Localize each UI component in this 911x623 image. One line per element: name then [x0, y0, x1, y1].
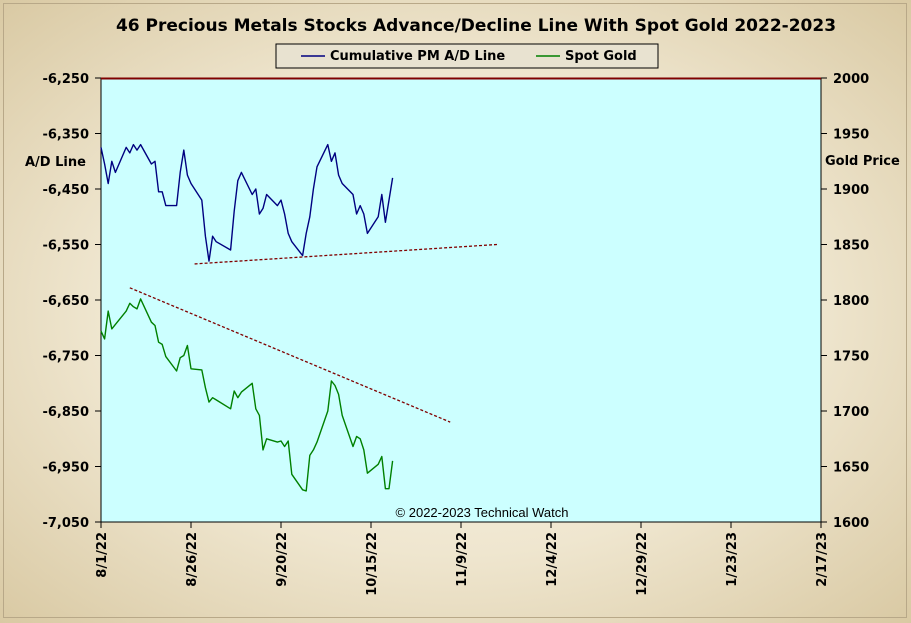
trendlines: [129, 243, 498, 423]
y-tick-label-left: -6,650: [42, 294, 89, 309]
series-ad-line: [100, 143, 394, 262]
outer-border: [3, 3, 907, 618]
legend-box: [275, 43, 659, 69]
legend-label-gold: Spot Gold: [565, 49, 637, 64]
x-tick-label: 9/20/22: [275, 532, 290, 587]
legend: Cumulative PM A/D Line Spot Gold: [275, 43, 659, 69]
y-tick-label-left: -6,750: [42, 350, 89, 365]
copyright-annotation: © 2022-2023 Technical Watch: [396, 505, 569, 520]
y-tick-label-right: 1950: [833, 128, 869, 143]
y-tick-label-right: 2000: [833, 72, 869, 87]
chart-title: 46 Precious Metals Stocks Advance/Declin…: [116, 16, 836, 36]
x-ticks: 8/1/22 8/26/22 9/20/22 10/15/22 11/9/22 12/4/…: [95, 522, 830, 596]
trendline-right: [129, 287, 451, 423]
plot-area: [100, 77, 822, 523]
y-tick-label-left: -6,350: [42, 128, 89, 143]
x-tick-label: 12/4/22: [545, 532, 560, 587]
y-tick-label-right: 1900: [833, 183, 869, 198]
series-spot-gold: [100, 298, 394, 492]
y-ticks-right: 2000 1950 1900 1850 1800 1750 1700 1650 1600: [821, 72, 869, 531]
legend-label-ad: Cumulative PM A/D Line: [330, 49, 505, 64]
series-lines: [100, 143, 394, 492]
x-tick-label: 2/17/23: [815, 532, 830, 587]
y-tick-label-left: -7,050: [42, 516, 89, 531]
y-tick-label-right: 1750: [833, 350, 869, 365]
x-tick-label: 10/15/22: [365, 532, 380, 596]
y-tick-label-right: 1800: [833, 294, 869, 309]
y-tick-label-left: -6,550: [42, 239, 89, 254]
x-tick-label: 12/29/22: [635, 532, 650, 596]
x-tick-label: 8/1/22: [95, 532, 110, 578]
x-tick-label: 1/23/23: [725, 532, 740, 587]
y-tick-label-left: -6,250: [42, 72, 89, 87]
y-tick-label-right: 1700: [833, 405, 869, 420]
y-tick-label-right: 1850: [833, 239, 869, 254]
trendline-left: [194, 243, 498, 265]
y-axis-label-left: A/D Line: [25, 155, 86, 170]
y-tick-label-left: -6,950: [42, 461, 89, 476]
y-tick-label-right: 1650: [833, 461, 869, 476]
y-tick-label-left: -6,450: [42, 183, 89, 198]
y-axis-label-right: Gold Price: [825, 154, 900, 169]
x-tick-label: 8/26/22: [185, 532, 200, 587]
y-tick-label-left: -6,850: [42, 405, 89, 420]
x-tick-label: 11/9/22: [455, 532, 470, 587]
y-tick-label-right: 1600: [833, 516, 869, 531]
y-ticks-left: -6,250 -6,350 -6,450 -6,550 -6,650 -6,750 -6,8…: [42, 72, 101, 531]
